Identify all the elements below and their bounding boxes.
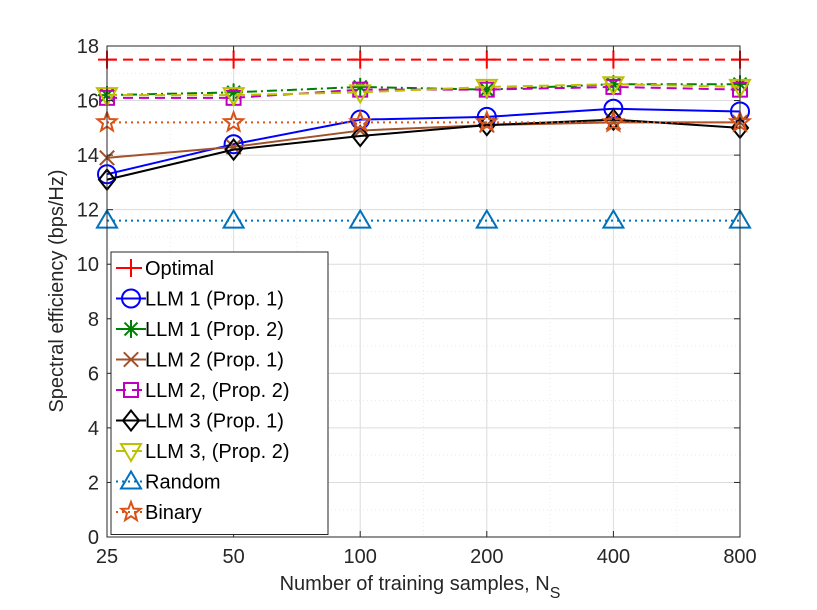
- x-tick-label-2: 100: [344, 546, 377, 568]
- series-1-point-1: [223, 134, 244, 155]
- series-0: [98, 50, 749, 69]
- y-tick-label-1: 2: [88, 472, 99, 494]
- legend-marker-3: [123, 351, 139, 368]
- series-0-point-1: [224, 50, 243, 69]
- legend-label-5: LLM 3 (Prop. 1): [145, 411, 284, 433]
- series-0-point-3: [477, 50, 496, 69]
- series-5-point-1: [224, 138, 243, 162]
- series-2: [98, 75, 749, 105]
- legend-marker-7: [119, 469, 143, 490]
- y-axis-label: Spectral efficiency (bps/Hz): [46, 169, 68, 412]
- series-6-point-3: [475, 78, 499, 99]
- legend-label-3: LLM 2 (Prop. 1): [145, 350, 284, 372]
- series-8-point-1: [221, 109, 246, 133]
- series-line-6: [107, 83, 741, 97]
- legend-label-7: Random: [145, 472, 221, 494]
- legend-marker-4: [123, 382, 139, 398]
- grid: [107, 46, 740, 537]
- series-1-point-4: [603, 98, 624, 119]
- legend-marker-0: [122, 259, 140, 277]
- x-axis-ticks: 25 50 100 200 400 800: [96, 46, 757, 568]
- legend-box: [110, 251, 329, 535]
- legend-marker-5: [121, 408, 141, 433]
- series-6-point-4: [601, 76, 626, 97]
- series-7-point-2: [348, 208, 372, 229]
- x-tick-label-3: 200: [470, 546, 503, 568]
- y-tick-label-6: 12: [77, 200, 99, 222]
- series-2-point-3: [477, 80, 496, 99]
- legend-label-1: LLM 1 (Prop. 1): [145, 289, 284, 311]
- series-6-point-1: [221, 87, 246, 108]
- series-5-point-4: [604, 108, 623, 132]
- legend-label-4: LLM 2, (Prop. 2): [145, 380, 290, 402]
- series-line-2: [106, 83, 740, 97]
- series-2-point-2: [351, 77, 370, 96]
- legend-label-8: Binary: [145, 502, 202, 524]
- series-7: [95, 208, 752, 229]
- x-tick-label-4: 400: [597, 546, 630, 568]
- x-axis-label-subscript: S: [550, 585, 561, 602]
- series-7-point-3: [475, 208, 499, 229]
- series-7-point-4: [601, 208, 626, 229]
- y-tick-label-0: 0: [88, 527, 99, 549]
- legend-label-2: LLM 1 (Prop. 2): [145, 319, 284, 341]
- series-2-point-1: [224, 83, 243, 102]
- x-tick-label-5: 800: [723, 546, 756, 568]
- x-tick-label-0: 25: [96, 546, 118, 568]
- y-tick-label-3: 6: [88, 363, 99, 385]
- series-0-point-4: [604, 50, 623, 69]
- y-tick-label-8: 16: [77, 91, 99, 113]
- x-tick-label-1: 50: [222, 546, 244, 568]
- series-line-4: [107, 85, 741, 99]
- series-line-1: [106, 107, 741, 176]
- series-6-point-2: [348, 84, 372, 105]
- y-tick-label-5: 10: [77, 254, 99, 276]
- y-tick-label-7: 14: [77, 145, 99, 167]
- legend-marker-8: [118, 499, 144, 523]
- series-line-5: [106, 118, 741, 181]
- y-tick-label-4: 8: [88, 309, 99, 331]
- series-7-point-1: [221, 208, 246, 229]
- series-8-point-3: [474, 109, 500, 133]
- y-axis-ticks: 0 2 4 6 8 10 12 14 16 18: [77, 36, 740, 549]
- plot-frame: [106, 45, 741, 538]
- series-2-point-4: [604, 75, 623, 94]
- x-axis-label-text: Number of training samples, N: [280, 573, 550, 595]
- legend-marker-1: [121, 288, 141, 309]
- legend-marker-2: [122, 320, 140, 338]
- legend-label-0: Optimal: [145, 258, 214, 280]
- series-0-point-2: [351, 50, 370, 69]
- legend: Optimal LLM 1 (Prop. 1) LLM 1 (Prop. 2) LLM…: [110, 251, 329, 535]
- legend-marker-6: [119, 443, 143, 463]
- series-8-point-4: [601, 109, 626, 133]
- y-tick-label-2: 4: [88, 418, 99, 440]
- legend-label-6: LLM 3, (Prop. 2): [145, 441, 290, 463]
- y-tick-label-9: 18: [77, 36, 99, 58]
- series-layer: [94, 50, 753, 229]
- series-line-3: [106, 121, 740, 159]
- series-5-point-2: [350, 124, 370, 148]
- x-axis-label: Number of training samples, NS: [280, 573, 561, 602]
- series-8-point-2: [347, 109, 373, 133]
